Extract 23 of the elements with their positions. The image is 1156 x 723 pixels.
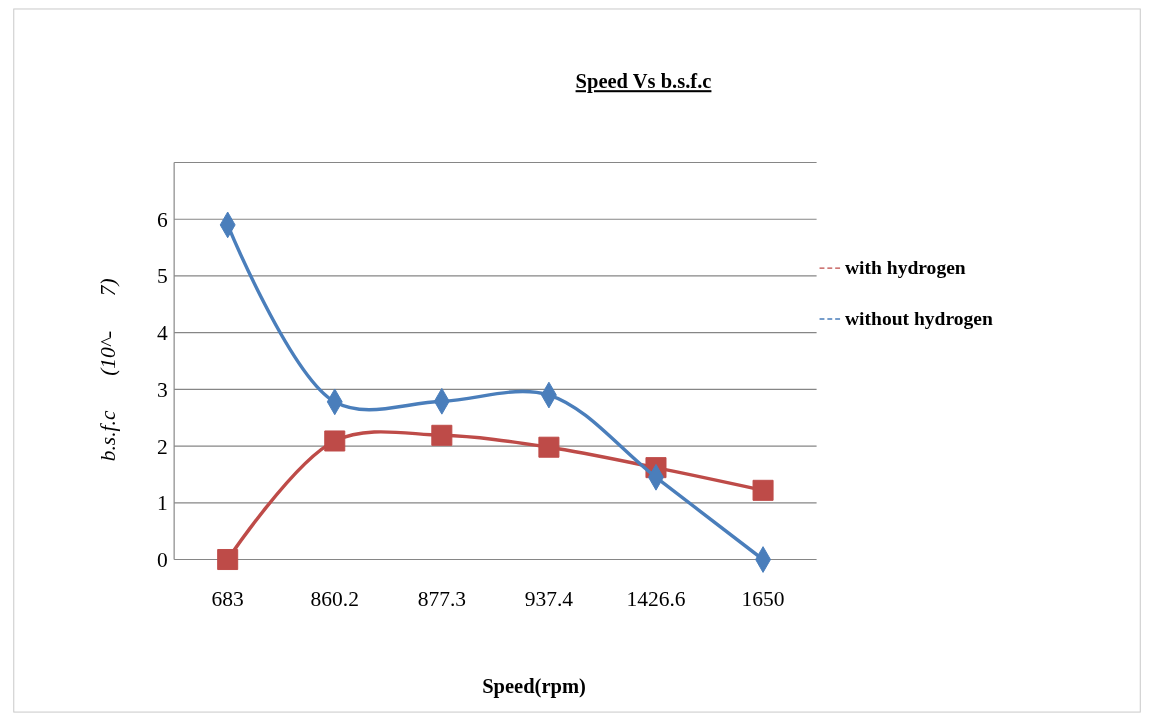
y-tick-label: 4	[157, 321, 169, 346]
chart-title: Speed Vs b.s.f.c	[575, 70, 712, 94]
y-tick-label: 0	[157, 548, 168, 573]
point	[538, 436, 560, 458]
x-tick-label: 877.3	[417, 587, 467, 612]
x-tick-label: 1650	[741, 587, 785, 612]
x-tick-label: 860.2	[310, 587, 359, 612]
x-tick-label: 683	[211, 587, 244, 612]
y-tick-label: 6	[157, 207, 169, 232]
y-axis-title: b.s.f.c (10^- 7)	[96, 278, 121, 462]
legend-label: without hydrogen	[844, 307, 993, 329]
x-tick-label: 937.4	[524, 587, 574, 612]
x-axis-title: Speed(rpm)	[482, 674, 586, 698]
point	[324, 430, 346, 452]
y-tick-label: 2	[157, 434, 168, 459]
point	[217, 549, 239, 571]
point	[431, 424, 453, 446]
y-tick-label: 3	[157, 377, 168, 402]
x-tick-label: 1426.6	[626, 587, 686, 612]
legend-label: with hydrogen	[844, 256, 966, 278]
point	[752, 479, 774, 501]
y-tick-label: 1	[157, 491, 168, 516]
y-tick-label: 5	[157, 264, 168, 289]
